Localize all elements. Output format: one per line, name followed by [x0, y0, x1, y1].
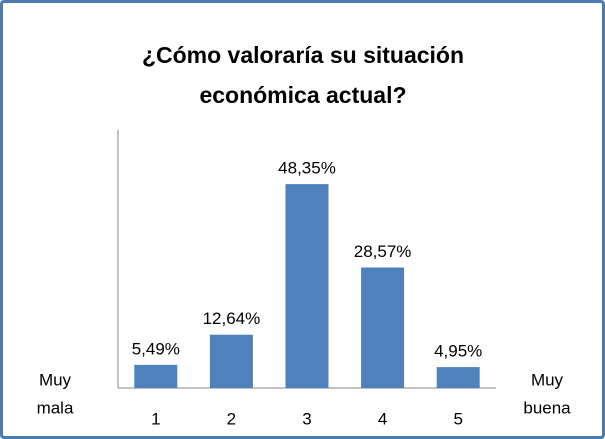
- x-tick-label: 3: [302, 409, 311, 428]
- data-label: 28,57%: [354, 242, 412, 261]
- data-label: 4,95%: [434, 342, 482, 361]
- x-tick-label: 5: [453, 409, 462, 428]
- x-tick-label: 1: [151, 409, 160, 428]
- x-tick-label: 4: [378, 409, 387, 428]
- bar: [361, 267, 405, 388]
- left-label: mala: [37, 398, 74, 417]
- bar: [285, 184, 329, 388]
- bar: [209, 334, 253, 388]
- data-label: 5,49%: [132, 339, 180, 358]
- chart-title: ¿Cómo valoraría su situación económica a…: [141, 42, 465, 108]
- left-label: Muy: [39, 370, 72, 389]
- data-label: 48,35%: [278, 159, 336, 178]
- bar: [436, 367, 480, 388]
- right-label: Muy: [531, 370, 564, 389]
- bar: [134, 364, 178, 388]
- x-tick-label: 2: [227, 409, 236, 428]
- chart: 1 5,49% 2 12,64% 3 48,35% 4 28,57% 5 4,95% Muy mala…: [37, 130, 571, 428]
- right-label: buena: [523, 398, 571, 417]
- data-label: 12,64%: [203, 309, 261, 328]
